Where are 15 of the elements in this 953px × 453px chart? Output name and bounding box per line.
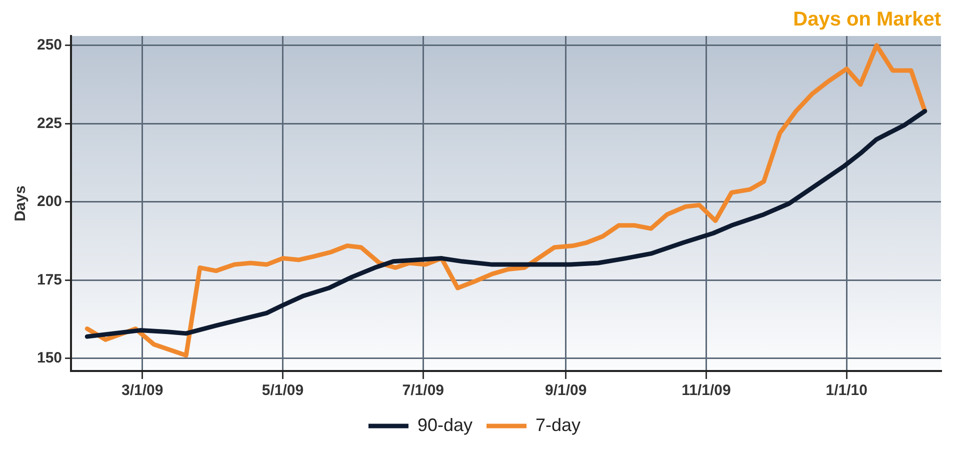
x-tick-label: 9/1/09 (544, 382, 587, 400)
y-tick-label: 250 (36, 36, 62, 54)
chart-title: Days on Market (793, 8, 942, 31)
x-tick-label: 5/1/09 (262, 382, 304, 400)
x-tick-label: 11/1/09 (682, 382, 731, 400)
y-tick-label: 200 (36, 193, 62, 210)
x-tick-label: 7/1/09 (402, 382, 444, 400)
legend-label: 90-day (417, 414, 473, 435)
x-tick-label: 3/1/09 (122, 382, 164, 400)
y-tick-label: 150 (36, 350, 62, 367)
y-axis-title: Days (12, 186, 30, 222)
y-tick-label: 175 (36, 271, 62, 288)
y-tick-label: 225 (36, 114, 62, 132)
x-tick-label: 1/1/10 (826, 382, 868, 400)
legend-label: 7-day (536, 414, 581, 435)
